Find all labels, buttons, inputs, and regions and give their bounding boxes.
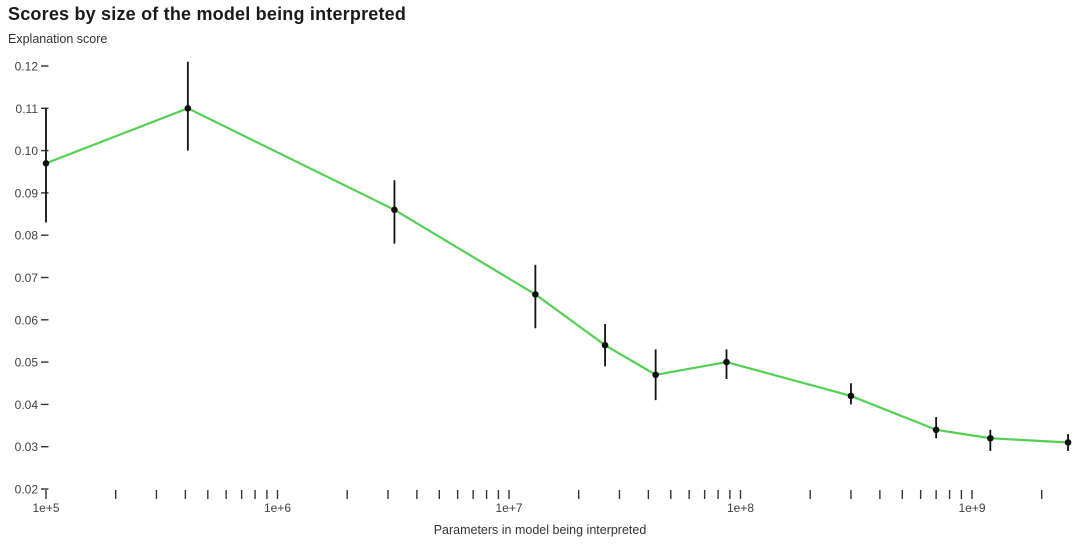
x-tick-label: 1e+7: [495, 501, 522, 515]
data-point-marker: [184, 105, 192, 112]
data-point-marker: [652, 371, 659, 379]
data-point-marker: [987, 434, 994, 442]
data-point-marker: [601, 341, 609, 349]
y-tick-label: 0.05: [15, 356, 39, 370]
chart-title: Scores by size of the model being interp…: [8, 4, 407, 24]
y-tick-label: 0.04: [15, 398, 39, 412]
y-tick-label: 0.12: [15, 60, 39, 74]
y-tick-label: 0.10: [15, 144, 39, 158]
y-tick-label: 0.08: [15, 229, 39, 243]
x-tick-label: 1e+6: [264, 501, 291, 515]
x-tick-label: 1e+9: [958, 501, 985, 515]
data-point-marker: [391, 206, 398, 214]
data-point-marker: [1064, 439, 1072, 446]
data-point-marker: [847, 392, 855, 400]
x-tick-label: 1e+5: [32, 501, 59, 515]
data-point-marker: [932, 426, 940, 434]
y-tick-label: 0.03: [15, 440, 39, 454]
data-point-marker: [532, 291, 539, 298]
data-point-marker: [723, 358, 730, 366]
data-point-marker: [42, 159, 50, 167]
x-axis-title: Parameters in model being interpreted: [433, 523, 647, 537]
series-line: [44, 107, 1070, 444]
y-tick-label: 0.11: [16, 102, 39, 116]
y-tick-label: 0.06: [15, 313, 39, 327]
y-tick-label: 0.07: [15, 271, 39, 285]
y-tick-label: 0.02: [15, 483, 39, 497]
y-tick-label: 0.09: [15, 186, 39, 200]
x-tick-label: 1e+8: [727, 501, 754, 515]
y-axis-title: Explanation score: [8, 32, 108, 46]
